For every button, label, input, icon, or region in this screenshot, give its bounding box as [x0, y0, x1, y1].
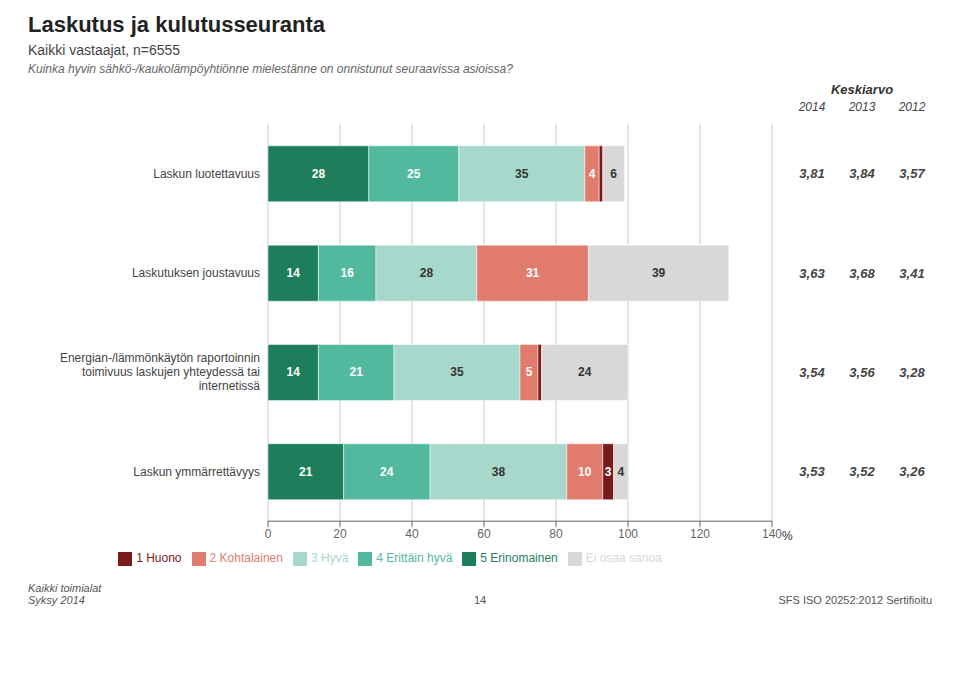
- html-text:1 Huono: 1 Huono: [136, 551, 182, 566]
- svg-text:3,54: 3,54: [799, 365, 825, 380]
- svg-text:3,53: 3,53: [799, 464, 825, 479]
- svg-text:Laskun ymmärrettävyys: Laskun ymmärrettävyys: [133, 465, 260, 479]
- html-text:2013: 2013: [848, 100, 876, 114]
- svg-text:20: 20: [333, 527, 347, 541]
- svg-text:24: 24: [578, 365, 592, 379]
- svg-text:3,56: 3,56: [849, 365, 875, 380]
- svg-text:5: 5: [526, 365, 533, 379]
- svg-text:14: 14: [287, 365, 301, 379]
- html-text:Kaikki vastaajat, n=6555: Kaikki vastaajat, n=6555: [28, 42, 181, 58]
- svg-text:3,63: 3,63: [799, 266, 825, 281]
- svg-text:120: 120: [690, 527, 710, 541]
- svg-text:39: 39: [652, 266, 666, 280]
- svg-text:28: 28: [312, 167, 326, 181]
- html-text:Laskutus ja kulutusseuranta: Laskutus ja kulutusseuranta: [28, 12, 326, 37]
- svg-text:14: 14: [287, 266, 301, 280]
- svg-text:10: 10: [578, 465, 592, 479]
- html-text:SFS ISO 20252:2012 Sertifioitu: SFS ISO 20252:2012 Sertifioitu: [778, 594, 932, 606]
- svg-text:4: 4: [617, 465, 624, 479]
- svg-text:40: 40: [405, 527, 419, 541]
- svg-text:28: 28: [420, 266, 434, 280]
- html-text:Kuinka hyvin sähkö-/kaukolämpö: Kuinka hyvin sähkö-/kaukolämpöyhtiönne m…: [28, 62, 513, 76]
- html-text:Kaikki toimialat Syksy 2014: Kaikki toimialat Syksy 2014: [28, 582, 102, 606]
- html-text:2012: 2012: [898, 100, 926, 114]
- svg-text:Laskun luotettavuus: Laskun luotettavuus: [153, 167, 260, 181]
- svg-text:21: 21: [299, 465, 313, 479]
- svg-text:3,84: 3,84: [849, 166, 875, 181]
- svg-text:25: 25: [407, 167, 421, 181]
- svg-text:100: 100: [618, 527, 638, 541]
- svg-text:60: 60: [477, 527, 491, 541]
- svg-text:140: 140: [762, 527, 782, 541]
- html-text:2 Kohtalainen: 2 Kohtalainen: [209, 551, 283, 566]
- svg-text:31: 31: [526, 266, 540, 280]
- html-text:14: 14: [473, 594, 487, 606]
- svg-text:35: 35: [450, 365, 464, 379]
- html-text:3 Hyvä: 3 Hyvä: [311, 551, 349, 566]
- svg-text:35: 35: [515, 167, 529, 181]
- svg-text:3,81: 3,81: [799, 166, 824, 181]
- svg-text:3,57: 3,57: [899, 166, 925, 181]
- svg-text:3,26: 3,26: [899, 464, 925, 479]
- svg-text:80: 80: [549, 527, 563, 541]
- svg-text:Energian-/lämmönkäytön raporto: Energian-/lämmönkäytön raportoinnintoimi…: [60, 351, 260, 393]
- html-text:2014: 2014: [798, 100, 826, 114]
- svg-text:24: 24: [380, 465, 394, 479]
- svg-text:3,41: 3,41: [899, 266, 924, 281]
- svg-text:4: 4: [589, 167, 596, 181]
- html-text:Ei osaa sanoa: Ei osaa sanoa: [585, 551, 662, 566]
- html-text:5 Erinomainen: 5 Erinomainen: [480, 551, 558, 566]
- html-text:Keskiarvo: Keskiarvo: [830, 82, 894, 97]
- svg-text:3,68: 3,68: [849, 266, 875, 281]
- svg-text:0: 0: [265, 527, 272, 541]
- svg-text:21: 21: [350, 365, 364, 379]
- svg-text:3,52: 3,52: [849, 464, 875, 479]
- svg-text:6: 6: [610, 167, 617, 181]
- html-text:4 Erittäin hyvä: 4 Erittäin hyvä: [376, 551, 453, 566]
- svg-text:%: %: [782, 529, 793, 543]
- svg-text:3: 3: [605, 465, 612, 479]
- svg-text:Laskutuksen joustavuus: Laskutuksen joustavuus: [132, 266, 260, 280]
- svg-text:3,28: 3,28: [899, 365, 925, 380]
- svg-text:38: 38: [492, 465, 506, 479]
- svg-text:16: 16: [341, 266, 355, 280]
